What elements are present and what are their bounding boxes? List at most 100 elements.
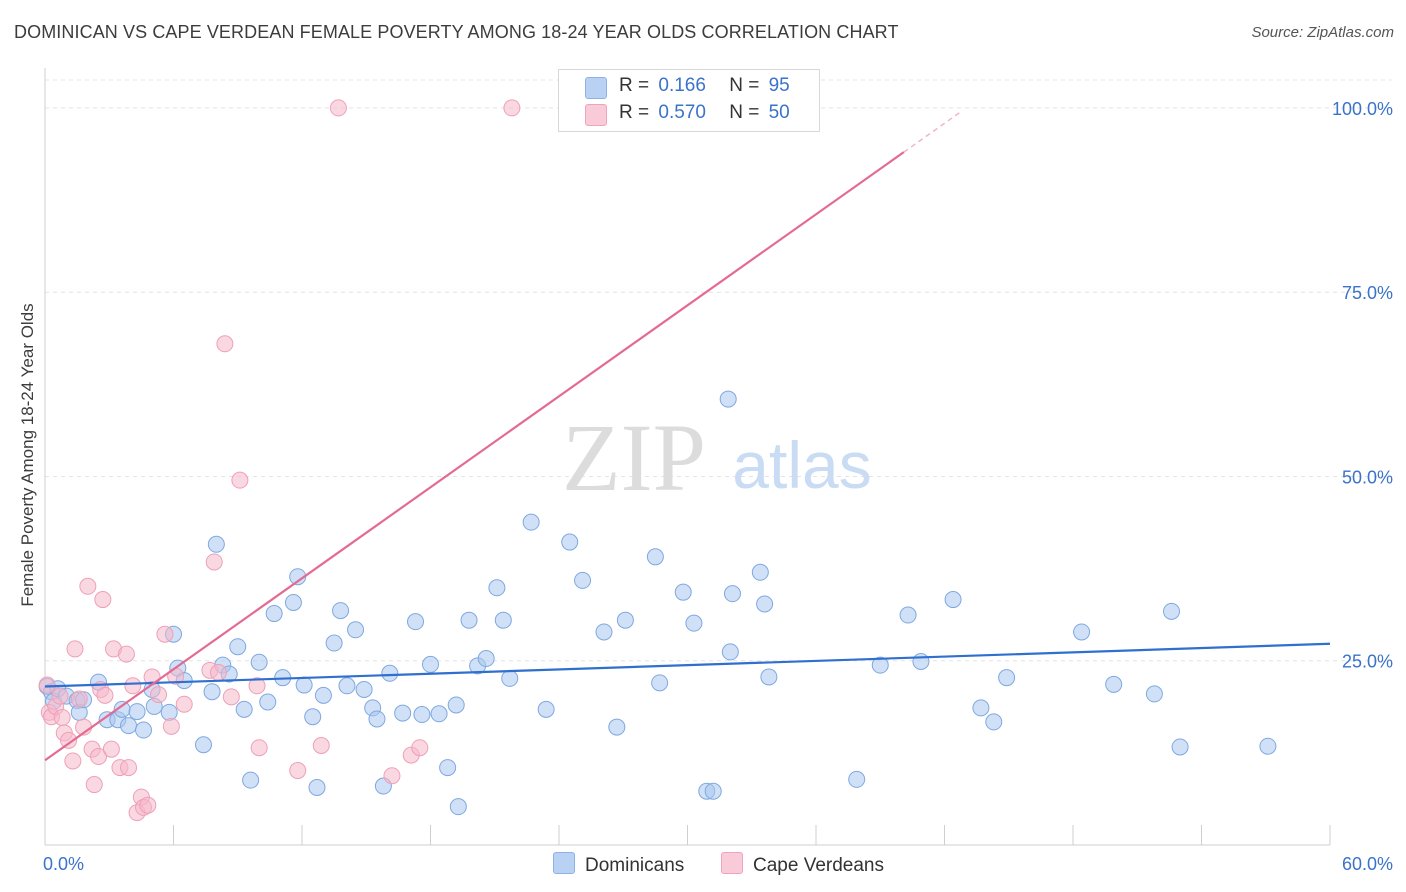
point-dominicans [522, 513, 540, 531]
point-dominicans [338, 677, 356, 695]
gridlines [45, 79, 1392, 662]
point-dominicans [944, 591, 962, 609]
point-cape-verdeans [383, 767, 401, 785]
point-dominicans [477, 650, 495, 668]
n-value-dominicans: 95 [768, 75, 790, 96]
x-tick-label-min: 0.0% [43, 854, 84, 874]
point-dominicans [284, 594, 302, 612]
point-dominicans [439, 759, 457, 777]
y-tick-label: 100.0% [1332, 99, 1393, 119]
point-dominicans [912, 652, 930, 670]
point-dominicans [449, 798, 467, 816]
point-cape-verdeans [411, 739, 429, 757]
point-cape-verdeans [60, 731, 78, 749]
point-dominicans [616, 611, 634, 629]
point-dominicans [265, 605, 283, 623]
point-cape-verdeans [79, 577, 97, 595]
trend-line-dominicans [44, 642, 1331, 688]
point-dominicans [685, 614, 703, 632]
point-dominicans [347, 621, 365, 639]
point-cape-verdeans [250, 739, 268, 757]
point-dominicans [413, 706, 431, 724]
point-dominicans [723, 585, 741, 603]
point-cape-verdeans [70, 690, 88, 708]
point-cape-verdeans [289, 762, 307, 780]
point-dominicans [595, 623, 613, 641]
point-cape-verdeans [162, 717, 180, 735]
point-cape-verdeans [150, 686, 168, 704]
point-cape-verdeans [222, 688, 240, 706]
point-dominicans [304, 708, 322, 726]
point-dominicans [394, 704, 412, 722]
n-label: N = [729, 75, 760, 96]
point-dominicans [574, 571, 592, 589]
point-dominicans [646, 548, 664, 566]
point-dominicans [721, 643, 739, 661]
y-tick-label: 50.0% [1342, 467, 1393, 487]
legend-swatch-cape-verdeans [585, 104, 607, 126]
point-dominicans [295, 676, 313, 694]
point-dominicans [985, 713, 1003, 731]
point-cape-verdeans [120, 759, 138, 777]
watermark-zip: ZIP [562, 404, 706, 511]
data-points [38, 99, 1277, 822]
point-cape-verdeans [139, 796, 157, 814]
point-cape-verdeans [117, 645, 135, 663]
point-cape-verdeans [96, 686, 114, 704]
point-dominicans [203, 683, 221, 701]
point-cape-verdeans [205, 553, 223, 571]
point-cape-verdeans [216, 335, 234, 353]
x-tick-labels: 0.0% 60.0% [43, 854, 1393, 874]
point-dominicans [488, 579, 506, 597]
legend-row-cape-verdeans: R = 0.570 N = 50 [619, 102, 790, 124]
point-dominicans [194, 736, 212, 754]
point-cape-verdeans [94, 591, 112, 609]
point-dominicans [494, 611, 512, 629]
point-dominicans [259, 693, 277, 711]
legend-swatch-dominicans [585, 77, 607, 99]
point-dominicans [325, 634, 343, 652]
r-value-cape-verdeans: 0.570 [658, 102, 706, 123]
watermark-atlas: atlas [732, 428, 871, 502]
point-dominicans [120, 717, 138, 735]
stats-legend: R = 0.166 N = 95 R = 0.570 N = 50 [558, 69, 820, 132]
point-dominicans [1171, 738, 1189, 756]
point-dominicans [998, 669, 1016, 687]
r-label: R = [619, 102, 650, 123]
point-dominicans [381, 664, 399, 682]
r-label: R = [619, 75, 650, 96]
point-dominicans [760, 668, 778, 686]
y-tick-label: 25.0% [1342, 652, 1393, 672]
point-cape-verdeans [102, 740, 120, 758]
point-dominicans [422, 655, 439, 673]
legend-swatch-cape-verdeans [721, 852, 743, 874]
r-value-dominicans: 0.166 [658, 75, 706, 96]
point-dominicans [460, 611, 478, 629]
legend-label-dominicans: Dominicans [585, 855, 685, 876]
point-dominicans [332, 602, 350, 620]
point-dominicans [756, 595, 774, 613]
point-dominicans [229, 638, 247, 656]
point-dominicans [355, 680, 373, 698]
trend-lines [44, 110, 1331, 762]
point-dominicans [447, 696, 465, 714]
x-tick-label-max: 60.0% [1342, 854, 1393, 874]
n-value-cape-verdeans: 50 [768, 102, 790, 123]
point-dominicans [608, 718, 626, 736]
point-cape-verdeans [503, 99, 521, 117]
point-dominicans [250, 653, 268, 671]
point-dominicans [1105, 675, 1123, 693]
point-dominicans [751, 563, 769, 581]
point-dominicans [674, 583, 692, 601]
point-dominicans [235, 700, 253, 718]
point-cape-verdeans [312, 736, 330, 754]
point-dominicans [308, 779, 326, 797]
point-dominicans [561, 533, 579, 551]
point-cape-verdeans [175, 695, 193, 713]
point-dominicans [719, 390, 737, 408]
point-cape-verdeans [38, 676, 56, 694]
y-axis-label: Female Poverty Among 18-24 Year Olds [18, 303, 37, 607]
legend-label-cape-verdeans: Cape Verdeans [753, 855, 884, 876]
point-dominicans [537, 700, 555, 718]
